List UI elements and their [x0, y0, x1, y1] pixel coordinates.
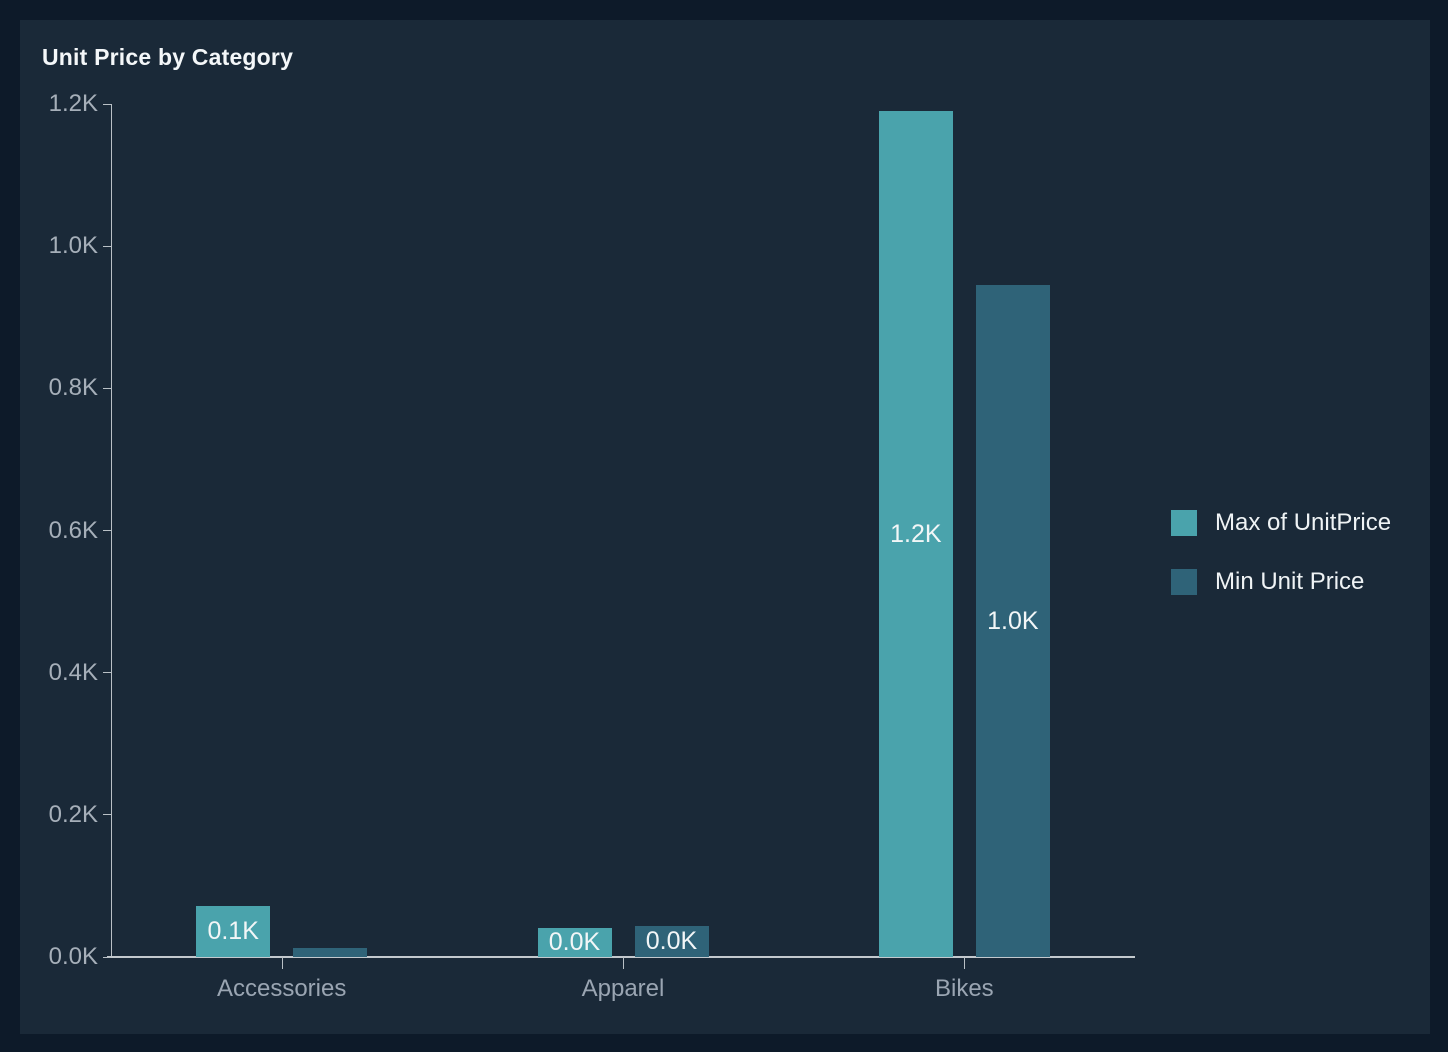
- legend: Max of UnitPrice Min Unit Price: [1171, 509, 1392, 628]
- legend-item-max-of-unitprice[interactable]: Max of UnitPrice: [1171, 509, 1392, 536]
- y-tick-label: 0.4K: [48, 658, 98, 686]
- y-tick-label: 1.0K: [48, 232, 98, 260]
- plot-area: 0.0K 0.2K 0.4K 0.6K 0.8K 1.0K 1.2K Accessories 0…: [20, 20, 1430, 1034]
- legend-label: Min Unit Price: [1215, 568, 1365, 595]
- bar-max-of-unitprice-accessories[interactable]: 0.1K: [196, 905, 271, 957]
- bar-max-of-unitprice-apparel[interactable]: 0.0K: [537, 927, 612, 957]
- bar-value-label: 1.0K: [987, 606, 1039, 635]
- legend-swatch: [1171, 569, 1197, 595]
- category-label-apparel: Apparel: [581, 975, 665, 1002]
- y-tick-mark: [103, 672, 111, 674]
- y-tick-label: 0.0K: [48, 943, 98, 970]
- y-tick-label: 0.2K: [48, 800, 98, 828]
- bar-value-label: 1.2K: [890, 519, 942, 548]
- y-tick-mark: [103, 814, 111, 816]
- x-tick-mark: [964, 957, 966, 969]
- category-label-bikes: Bikes: [934, 975, 994, 1002]
- y-tick-mark: [103, 956, 111, 958]
- bar-min-unit-price-apparel[interactable]: 0.0K: [634, 926, 709, 957]
- y-tick-mark: [103, 245, 111, 247]
- y-tick-label: 0.8K: [48, 374, 98, 402]
- legend-label: Max of UnitPrice: [1215, 509, 1392, 536]
- bar-value-label: 0.0K: [645, 927, 698, 956]
- bar-min-unit-price-bikes[interactable]: 1.0K: [975, 285, 1050, 957]
- y-tick-mark: [103, 387, 111, 389]
- legend-item-min-unit-price[interactable]: Min Unit Price: [1171, 568, 1391, 595]
- y-tick-mark: [103, 103, 111, 105]
- bar-max-of-unitprice-bikes[interactable]: 1.2K: [878, 111, 953, 957]
- chart-panel: Unit Price by Category 0.0K 0.2K 0.4K 0.6K 0…: [20, 20, 1430, 1034]
- x-axis-line: [107, 956, 1135, 958]
- bar-value-label: 0.0K: [548, 927, 601, 956]
- x-tick-mark: [623, 957, 624, 969]
- y-tick-label: 1.2K: [48, 90, 98, 117]
- category-label-accessories: Accessories: [216, 975, 347, 1002]
- y-axis-line: [111, 104, 112, 957]
- bar-min-unit-price-accessories[interactable]: [293, 948, 368, 957]
- legend-swatch: [1171, 510, 1197, 536]
- y-tick-mark: [103, 530, 111, 531]
- bar-value-label: 0.1K: [207, 916, 259, 945]
- x-tick-mark: [281, 957, 283, 969]
- chart-title: Unit Price by Category: [42, 44, 294, 70]
- y-tick-label: 0.6K: [48, 516, 98, 544]
